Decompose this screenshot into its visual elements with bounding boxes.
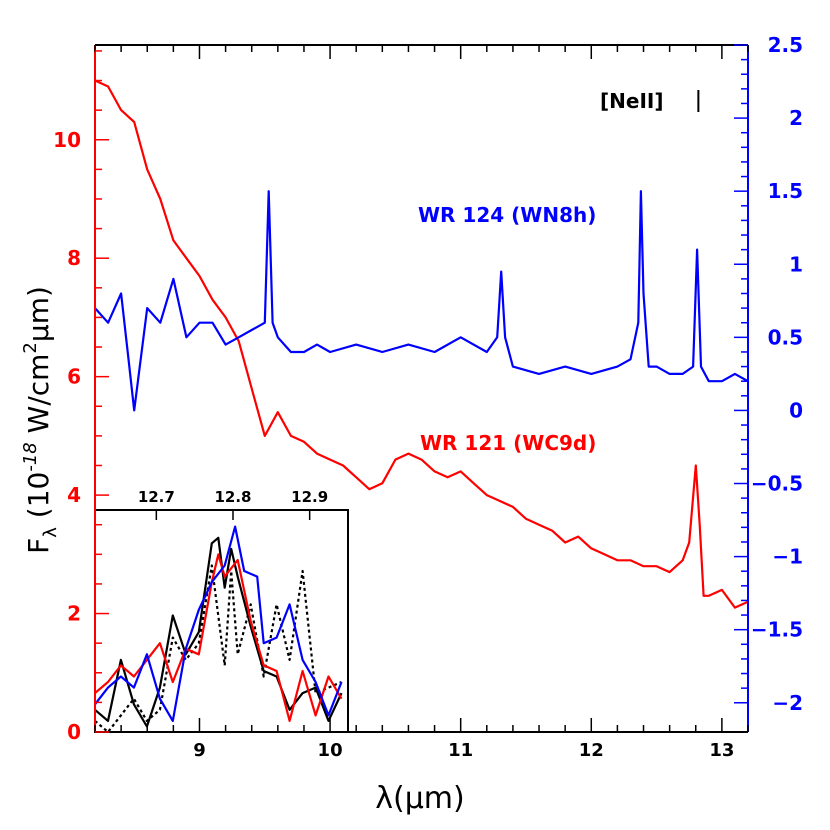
y-left-tick-label: 8 <box>67 246 81 270</box>
neII-annotation: [NeII] <box>600 89 663 113</box>
labels-group: WR 124 (WN8h) WR 121 (WC9d) [NeII] λ(μm)… <box>20 89 663 816</box>
inset-series-line-2 <box>94 553 343 723</box>
y-right-tick-label: −1.5 <box>751 618 803 642</box>
y-axis-label: Fλ (10-18 W/cm2μm) <box>20 286 61 554</box>
inset-top-tick-label: 12.8 <box>214 488 251 506</box>
x-axis-label: λ(μm) <box>375 781 464 816</box>
axes-group: 9 10 11 12 13 0 2 4 6 8 10 −2 −1.5 −1 −0.5 0 0.5 1 1.5 2 2.5… <box>53 33 803 761</box>
x-tick-label: 13 <box>709 740 734 761</box>
series-line-wr121 <box>94 79 749 609</box>
x-tick-label: 12 <box>579 740 604 761</box>
y-left-tick-label: 0 <box>67 720 81 744</box>
inset-series-line-1 <box>94 564 342 734</box>
series-label-wr124: WR 124 (WN8h) <box>418 203 596 227</box>
series-line-wr124 <box>94 190 749 412</box>
inset-series-line-3 <box>94 525 343 723</box>
y-right-tick-label: −2 <box>772 691 803 715</box>
y-right-tick-label: 2.5 <box>768 33 803 57</box>
main-series-group <box>94 79 749 609</box>
x-tick-label: 11 <box>448 740 473 761</box>
y-right-tick-label: 1.5 <box>768 179 803 203</box>
y-left-tick-label: 6 <box>67 365 81 389</box>
y-left-tick-label: 2 <box>67 602 81 626</box>
inset-top-tick-label: 12.7 <box>138 488 175 506</box>
y-left-tick-label: 10 <box>53 128 81 152</box>
inset-series-group <box>94 525 343 734</box>
series-label-wr121: WR 121 (WC9d) <box>420 431 596 455</box>
y-axis-label-group: Fλ (10-18 W/cm2μm) <box>20 286 61 554</box>
x-tick-label: 10 <box>318 740 343 761</box>
y-right-tick-label: 0 <box>789 398 803 422</box>
y-right-tick-label: −0.5 <box>751 472 803 496</box>
inset-top-tick-label: 12.9 <box>291 488 328 506</box>
y-right-tick-label: 0.5 <box>768 325 803 349</box>
y-right-tick-label: 1 <box>789 252 803 276</box>
y-right-tick-label: −1 <box>772 545 803 569</box>
y-left-tick-label: 4 <box>67 483 81 507</box>
x-tick-label: 9 <box>193 740 206 761</box>
y-right-tick-label: 2 <box>789 106 803 130</box>
